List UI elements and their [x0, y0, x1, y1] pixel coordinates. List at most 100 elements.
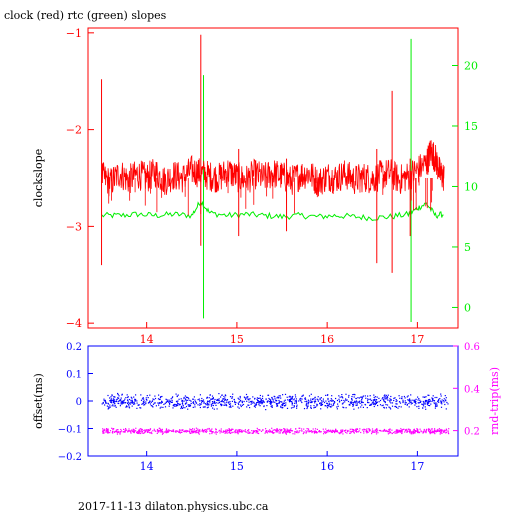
offset-point	[404, 403, 406, 405]
offset-point	[310, 400, 312, 402]
offset-point	[373, 394, 375, 396]
offset-point	[147, 397, 149, 399]
offset-point	[434, 407, 436, 409]
offset-point	[417, 396, 419, 398]
offset-point	[429, 400, 431, 402]
round-trip-point	[282, 432, 284, 434]
offset-point	[323, 401, 326, 404]
round-trip-point	[106, 428, 108, 430]
offset-point	[445, 397, 447, 399]
round-trip-point	[193, 431, 195, 433]
offset-point	[174, 403, 176, 405]
offset-point	[224, 402, 226, 404]
offset-point	[328, 404, 330, 406]
offset-point	[158, 402, 161, 404]
round-trip-point	[294, 433, 296, 435]
round-trip-point	[219, 432, 221, 434]
round-trip-point	[415, 430, 417, 433]
offset-point	[149, 394, 151, 396]
offset-point	[414, 404, 416, 406]
round-trip-point	[268, 431, 271, 433]
offset-point	[361, 396, 363, 398]
offset-point	[279, 395, 281, 397]
offset-point	[206, 407, 208, 409]
round-trip-point	[366, 430, 368, 432]
round-trip-point	[448, 433, 450, 435]
round-trip-point	[429, 428, 431, 430]
offset-point	[325, 400, 327, 402]
offset-point	[390, 399, 392, 401]
offset-point	[376, 402, 378, 404]
round-trip-point	[155, 430, 157, 432]
offset-point	[203, 406, 205, 408]
bottom-x-tick-label: 17	[410, 460, 424, 473]
round-trip-point	[116, 429, 118, 431]
round-trip-point	[271, 427, 273, 429]
offset-point	[187, 404, 189, 406]
offset-point	[109, 397, 111, 399]
offset-point	[121, 403, 123, 405]
offset-point	[181, 400, 183, 402]
round-trip-point	[166, 431, 168, 433]
round-trip-point	[319, 431, 321, 433]
offset-point	[116, 398, 118, 400]
round-trip-point	[253, 430, 255, 433]
round-trip-point	[189, 430, 191, 432]
offset-point	[199, 400, 201, 402]
round-trip-point	[439, 432, 441, 434]
offset-point	[291, 404, 293, 406]
offset-point	[290, 396, 292, 398]
offset-point	[319, 403, 321, 405]
round-trip-point	[245, 431, 247, 433]
round-trip-point	[165, 429, 168, 431]
offset-point	[120, 399, 122, 401]
round-trip-point	[438, 430, 440, 432]
round-trip-point	[288, 429, 290, 431]
offset-point	[341, 396, 343, 398]
round-trip-point	[328, 430, 330, 432]
offset-point	[414, 399, 416, 401]
round-trip-point	[289, 432, 291, 434]
round-trip-point	[219, 429, 221, 431]
offset-point	[211, 404, 213, 406]
offset-point	[372, 403, 374, 405]
round-trip-point	[434, 433, 436, 435]
offset-point	[328, 402, 330, 404]
offset-point	[203, 402, 205, 404]
round-trip-point	[209, 433, 211, 435]
round-trip-point	[235, 431, 237, 433]
offset-point	[288, 399, 291, 401]
round-trip-point	[423, 428, 425, 431]
offset-point	[305, 403, 308, 405]
offset-point	[440, 393, 442, 395]
round-trip-point	[172, 430, 174, 432]
offset-point	[263, 401, 265, 403]
offset-point	[182, 404, 184, 407]
offset-point	[220, 401, 222, 403]
round-trip-point	[142, 432, 144, 434]
round-trip-point	[102, 428, 104, 430]
offset-point	[247, 404, 249, 406]
round-trip-point	[327, 431, 329, 433]
offset-point	[172, 407, 174, 409]
round-trip-point	[134, 430, 136, 432]
round-trip-point	[334, 432, 336, 434]
offset-point	[107, 406, 110, 408]
offset-point	[320, 402, 322, 404]
offset-point	[240, 405, 242, 408]
round-trip-point	[306, 431, 308, 433]
offset-point	[385, 407, 387, 409]
offset-point	[216, 408, 218, 410]
offset-point	[261, 403, 263, 405]
offset-point	[127, 396, 129, 399]
round-trip-point	[204, 430, 207, 432]
top-y-tick-label: −4	[66, 317, 82, 330]
round-trip-point	[355, 430, 357, 432]
round-trip-point	[116, 433, 118, 435]
round-trip-point	[332, 430, 335, 433]
offset-point	[331, 405, 333, 407]
round-trip-point	[278, 432, 280, 434]
offset-point	[283, 400, 285, 402]
offset-point	[128, 398, 131, 401]
offset-point	[409, 401, 411, 403]
